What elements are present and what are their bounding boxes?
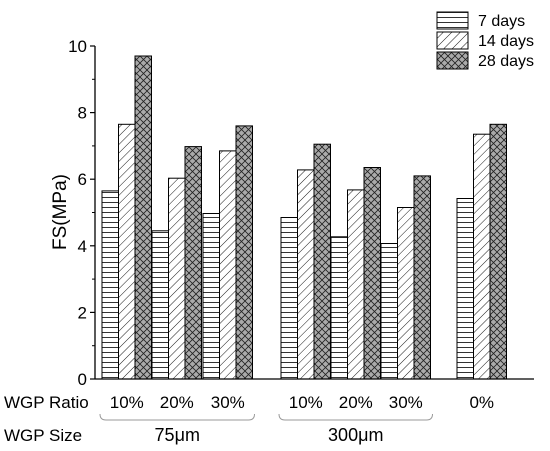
y-axis-label: FS(MPa): [50, 174, 71, 250]
y-tick-label-8: 8: [78, 104, 87, 123]
x-category-label-0: 10%: [110, 393, 144, 412]
bar-14-days-cat-2: [219, 150, 237, 380]
legend: 7 days 14 days 28 days: [433, 8, 545, 72]
bar-14-days-cat-0: [118, 123, 136, 380]
legend-swatch-14-days: [436, 31, 469, 50]
y-tick-label-2: 2: [78, 303, 87, 322]
bar-28-days-cat-5: [413, 175, 431, 380]
legend-label-14-days: 14 days: [478, 33, 534, 50]
bar-7-days-cat-1: [151, 230, 169, 380]
bar-14-days-cat-5: [397, 207, 415, 380]
x-category-label-2: 30%: [211, 393, 245, 412]
bars-layer: [101, 55, 507, 380]
x-category-label-4: 20%: [339, 393, 373, 412]
bar-7-days-cat-6: [456, 198, 474, 380]
legend-swatch-7-days: [436, 11, 469, 30]
wgp-size-row-label: WGP Size: [4, 426, 82, 445]
legend-swatch-28-days: [436, 51, 469, 70]
group-bracket-0: [99, 413, 255, 421]
axes-layer: 0 2 4 6 8 10: [68, 37, 534, 389]
x-labels-layer: 10% 20% 30% 10% 20% 30% 0% 75μm 300μm: [99, 393, 494, 445]
group-label-1: 300μm: [328, 425, 383, 445]
x-category-label-3: 10%: [289, 393, 323, 412]
legend-label-28-days: 28 days: [478, 53, 534, 70]
bar-14-days-cat-4: [347, 189, 365, 380]
legend-label-7-days: 7 days: [478, 13, 525, 30]
bar-14-days-cat-1: [168, 177, 186, 380]
group-bracket-1: [278, 413, 433, 421]
bar-7-days-cat-2: [202, 213, 220, 380]
bar-14-days-cat-6: [473, 133, 491, 380]
bar-7-days-cat-4: [330, 236, 348, 380]
bar-28-days-cat-1: [184, 146, 202, 380]
group-label-0: 75μm: [155, 425, 200, 445]
bar-28-days-cat-2: [235, 125, 253, 380]
x-category-label-6: 0%: [469, 393, 494, 412]
bar-7-days-cat-5: [380, 243, 398, 380]
wgp-ratio-row-label: WGP Ratio: [4, 393, 89, 412]
y-tick-label-10: 10: [68, 37, 87, 56]
bar-14-days-cat-3: [297, 169, 315, 380]
bar-28-days-cat-0: [134, 55, 152, 380]
bar-28-days-cat-3: [313, 143, 331, 380]
bar-7-days-cat-3: [280, 217, 298, 380]
bar-28-days-cat-6: [489, 123, 507, 380]
y-tick-label-0: 0: [78, 370, 87, 389]
x-category-label-5: 30%: [389, 393, 423, 412]
x-category-label-1: 20%: [160, 393, 194, 412]
bar-28-days-cat-4: [363, 167, 381, 380]
y-tick-label-6: 6: [78, 170, 87, 189]
y-tick-label-4: 4: [78, 237, 87, 256]
bar-7-days-cat-0: [101, 190, 119, 380]
